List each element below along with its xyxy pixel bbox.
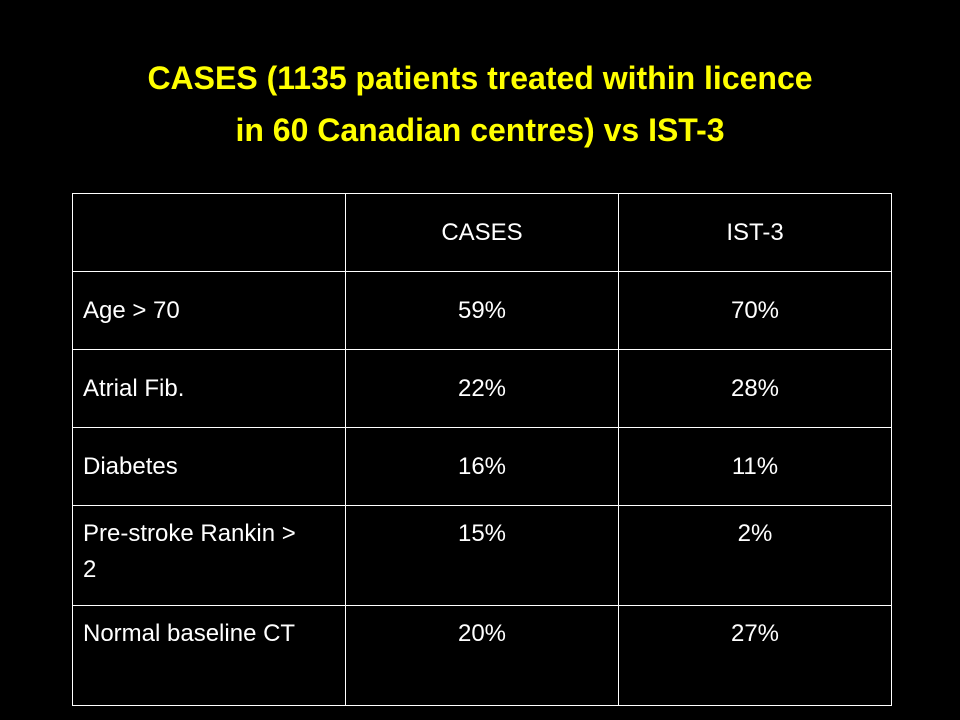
row-label: Age > 70 (72, 271, 346, 350)
table-row: Age > 70 59% 70% (72, 271, 892, 350)
row-label: Pre-stroke Rankin > 2 (72, 505, 346, 606)
table-row: Diabetes 16% 11% (72, 427, 892, 506)
row-label: Atrial Fib. (72, 349, 346, 428)
column-header (72, 193, 346, 272)
row-label: Normal baseline CT (72, 605, 346, 706)
cell: 22% (345, 349, 619, 428)
cell: 28% (618, 349, 892, 428)
title-line: in 60 Canadian centres) vs IST-3 (235, 112, 725, 148)
cell: 16% (345, 427, 619, 506)
column-header: IST-3 (618, 193, 892, 272)
title-line: CASES (1135 patients treated within lice… (147, 60, 813, 96)
cell: 15% (345, 505, 619, 606)
table-row: Normal baseline CT 20% 27% (72, 605, 892, 706)
column-header: CASES (345, 193, 619, 272)
cell: 11% (618, 427, 892, 506)
slide-title: CASES (1135 patients treated within lice… (0, 52, 960, 156)
table-row: Pre-stroke Rankin > 2 15% 2% (72, 505, 892, 606)
cell: 20% (345, 605, 619, 706)
cell: 2% (618, 505, 892, 606)
cell: 27% (618, 605, 892, 706)
comparison-table: CASES IST-3 Age > 70 59% 70% Atrial Fib. 22% 28… (72, 193, 892, 706)
cell: 59% (345, 271, 619, 350)
header-row: CASES IST-3 (72, 193, 892, 272)
row-label: Diabetes (72, 427, 346, 506)
cell: 70% (618, 271, 892, 350)
table-row: Atrial Fib. 22% 28% (72, 349, 892, 428)
